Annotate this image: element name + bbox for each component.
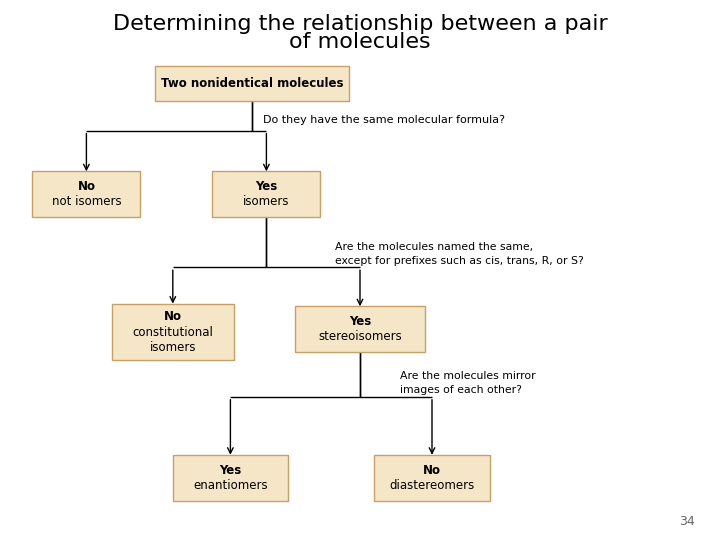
Text: Are the molecules mirror
images of each other?: Are the molecules mirror images of each … bbox=[400, 372, 535, 395]
Text: Do they have the same molecular formula?: Do they have the same molecular formula? bbox=[263, 115, 505, 125]
Text: of molecules: of molecules bbox=[289, 32, 431, 52]
Text: Are the molecules named the same,
except for prefixes such as cis, trans, R, or : Are the molecules named the same, except… bbox=[335, 242, 583, 266]
Text: enantiomers: enantiomers bbox=[193, 479, 268, 492]
Text: Yes: Yes bbox=[256, 180, 277, 193]
Text: No: No bbox=[78, 180, 95, 193]
FancyBboxPatch shape bbox=[155, 66, 349, 102]
FancyBboxPatch shape bbox=[295, 306, 425, 352]
FancyBboxPatch shape bbox=[32, 172, 140, 217]
Text: Yes: Yes bbox=[349, 315, 371, 328]
Text: No: No bbox=[163, 310, 181, 323]
Text: isomers: isomers bbox=[150, 341, 196, 354]
FancyBboxPatch shape bbox=[173, 455, 288, 501]
Text: Two nonidentical molecules: Two nonidentical molecules bbox=[161, 77, 343, 90]
FancyBboxPatch shape bbox=[212, 172, 320, 217]
FancyBboxPatch shape bbox=[374, 455, 490, 501]
Text: 34: 34 bbox=[679, 515, 695, 528]
Text: diastereomers: diastereomers bbox=[390, 479, 474, 492]
Text: isomers: isomers bbox=[243, 195, 289, 208]
Text: Determining the relationship between a pair: Determining the relationship between a p… bbox=[112, 14, 608, 33]
Text: not isomers: not isomers bbox=[52, 195, 121, 208]
Text: constitutional: constitutional bbox=[132, 326, 213, 339]
FancyBboxPatch shape bbox=[112, 303, 234, 361]
Text: stereoisomers: stereoisomers bbox=[318, 330, 402, 343]
Text: Yes: Yes bbox=[220, 464, 241, 477]
Text: No: No bbox=[423, 464, 441, 477]
